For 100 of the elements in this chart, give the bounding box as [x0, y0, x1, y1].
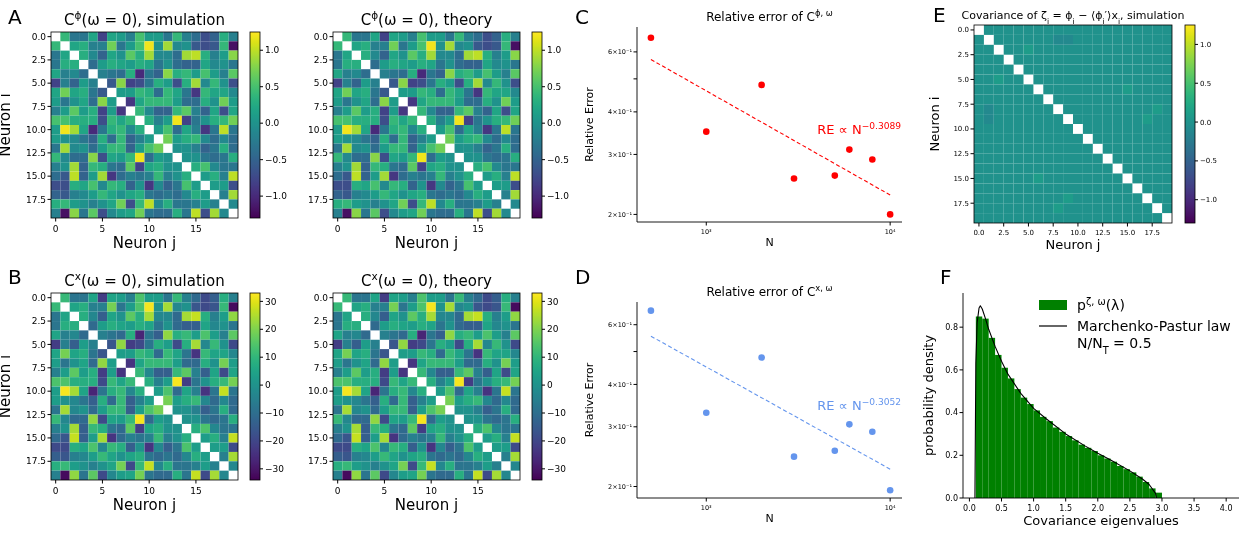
color-bar-label: 0: [265, 380, 271, 391]
y-tick-label: 2.5: [31, 316, 46, 327]
y-tick-label: 0.6: [945, 365, 958, 375]
y-tick-label: 7.5: [313, 101, 328, 112]
x-axis-title: Neuron j: [394, 234, 459, 252]
y-tick-label: 0.0: [945, 493, 958, 503]
color-bar-label: −1.0: [547, 191, 570, 202]
x-axis-title: Neuron j: [112, 496, 177, 514]
legend-label: p$^{ζ, ω}$(λ): [1077, 295, 1125, 313]
color-bar-label: −0.5: [265, 154, 287, 165]
y-tick-label: 2.5: [31, 55, 46, 66]
y-tick-label: 17.5: [25, 194, 46, 205]
color-bar-label: 10: [547, 352, 559, 363]
x-tick-label: 3.5: [1187, 504, 1201, 513]
color-bar-label: −20: [265, 436, 285, 447]
color-bar-label: 20: [547, 324, 559, 335]
color-bar-label: 10: [265, 352, 277, 363]
y-axis-title: Relative Error: [583, 362, 596, 438]
color-bar-label: 1.0: [265, 45, 280, 56]
color-bar-label: 1.0: [547, 45, 562, 56]
chart-title: C$^{x}$(ω = 0), theory: [361, 270, 493, 290]
x-tick-label: 0: [334, 486, 341, 496]
x-tick-label: 5: [381, 224, 388, 234]
color-bar-label: 0.5: [265, 81, 280, 92]
y-tick-label: 5.0: [313, 339, 329, 350]
x-tick-label: 10: [143, 486, 156, 496]
x-tick-label: 0.0: [963, 504, 976, 513]
y-tick-label: 15.0: [307, 171, 329, 182]
x-tick-label: 0: [334, 224, 341, 234]
chart-title: Covariance of ζ$_{i}$ = ϕ$_{i}$ − ⟨ϕ$_{i}$′⟩x$_{i}$, simulation: [961, 9, 1185, 26]
y-tick-label: 12.5: [25, 409, 46, 420]
y-tick-label: 5.0: [31, 78, 47, 89]
y-tick-label: 5.0: [31, 339, 47, 350]
text: D: [575, 265, 591, 289]
x-axis-title: Neuron j: [112, 234, 177, 252]
color-bar-label: 0.5: [547, 81, 562, 92]
color-bar-label: 0.0: [265, 118, 280, 129]
x-tick-label: 10: [425, 486, 438, 496]
chart-title: Relative error of C$^{ϕ, ω}$: [706, 8, 833, 24]
text: C: [575, 5, 589, 29]
x-axis-title: Neuron j: [394, 496, 459, 514]
x-axis-title: Covariance eigenvalues: [1023, 513, 1179, 528]
x-tick-label: 5: [381, 486, 388, 496]
text: B: [8, 265, 22, 289]
y-axis-title: Relative Error: [583, 86, 596, 162]
y-tick-label: 7.5: [313, 362, 328, 373]
chart-title: C$^{x}$(ω = 0), simulation: [64, 270, 225, 290]
color-bar-label: 30: [265, 296, 277, 307]
text: F: [940, 265, 952, 289]
y-tick-label: 0.2: [945, 451, 958, 461]
chart-title: Relative error of C$^{x, ω}$: [706, 283, 833, 299]
color-bar-label: −10: [547, 408, 567, 419]
y-tick-label: 15.0: [25, 171, 47, 182]
y-tick-label: 7.5: [31, 101, 46, 112]
legend-label: Marchenko-Pastur law N/N$_{T}$ = 0.5: [1077, 317, 1231, 356]
x-tick-label: 3.0: [1155, 504, 1169, 513]
y-tick-label: 17.5: [307, 194, 328, 205]
y-tick-label: 0.0: [313, 292, 329, 303]
x-axis-title: Neuron j: [1045, 237, 1101, 252]
x-tick-label: 0: [52, 224, 59, 234]
annotation: RE ∝ N$^{−0.3089}$: [817, 121, 902, 138]
x-tick-label: 10: [143, 224, 156, 234]
y-tick-label: 0.0: [31, 292, 47, 303]
y-tick-label: 17.5: [307, 456, 328, 467]
x-axis-title: N: [765, 511, 774, 525]
y-tick-label: 15.0: [25, 433, 47, 444]
text: E: [933, 3, 946, 27]
text: A: [8, 5, 22, 29]
x-tick-label: 2.0: [1091, 504, 1105, 513]
x-tick-label: 4.0: [1219, 504, 1233, 513]
chart-title: C$^{ϕ}$(ω = 0), simulation: [63, 9, 226, 29]
y-tick-label: 10.0: [25, 124, 47, 135]
y-tick-label: 12.5: [307, 148, 328, 159]
x-tick-label: 1.0: [1027, 504, 1040, 513]
color-bar-label: 0: [547, 380, 553, 391]
x-tick-label: 5: [99, 224, 106, 234]
y-tick-label: 5.0: [313, 78, 329, 89]
color-bar-label: 20: [265, 324, 277, 335]
annotation: RE ∝ N$^{−0.3052}$: [817, 396, 902, 413]
x-tick-label: 15: [472, 224, 484, 234]
x-tick-label: 15: [190, 224, 202, 234]
color-bar-label: −1.0: [265, 191, 288, 202]
y-axis-title: probability density: [921, 334, 936, 457]
color-bar-label: −0.5: [547, 154, 569, 165]
y-tick-label: 15.0: [307, 433, 329, 444]
color-bar-label: −20: [547, 436, 567, 447]
x-tick-label: 2.5: [1123, 504, 1137, 513]
y-tick-label: 17.5: [25, 456, 46, 467]
color-bar-label: −30: [265, 463, 285, 474]
y-tick-label: 10.0: [307, 386, 329, 397]
color-bar-label: 0.0: [547, 118, 562, 129]
x-tick-label: 15: [472, 486, 484, 496]
y-tick-label: 10.0: [307, 124, 329, 135]
y-axis-title: Neuron i: [927, 96, 942, 152]
y-tick-label: 2.5: [313, 55, 328, 66]
chart-title: C$^{ϕ}$(ω = 0), theory: [360, 9, 493, 29]
x-tick-label: 10: [425, 224, 438, 234]
y-tick-label: 2.5: [313, 316, 328, 327]
x-tick-label: 15: [190, 486, 202, 496]
y-tick-label: 12.5: [307, 409, 328, 420]
